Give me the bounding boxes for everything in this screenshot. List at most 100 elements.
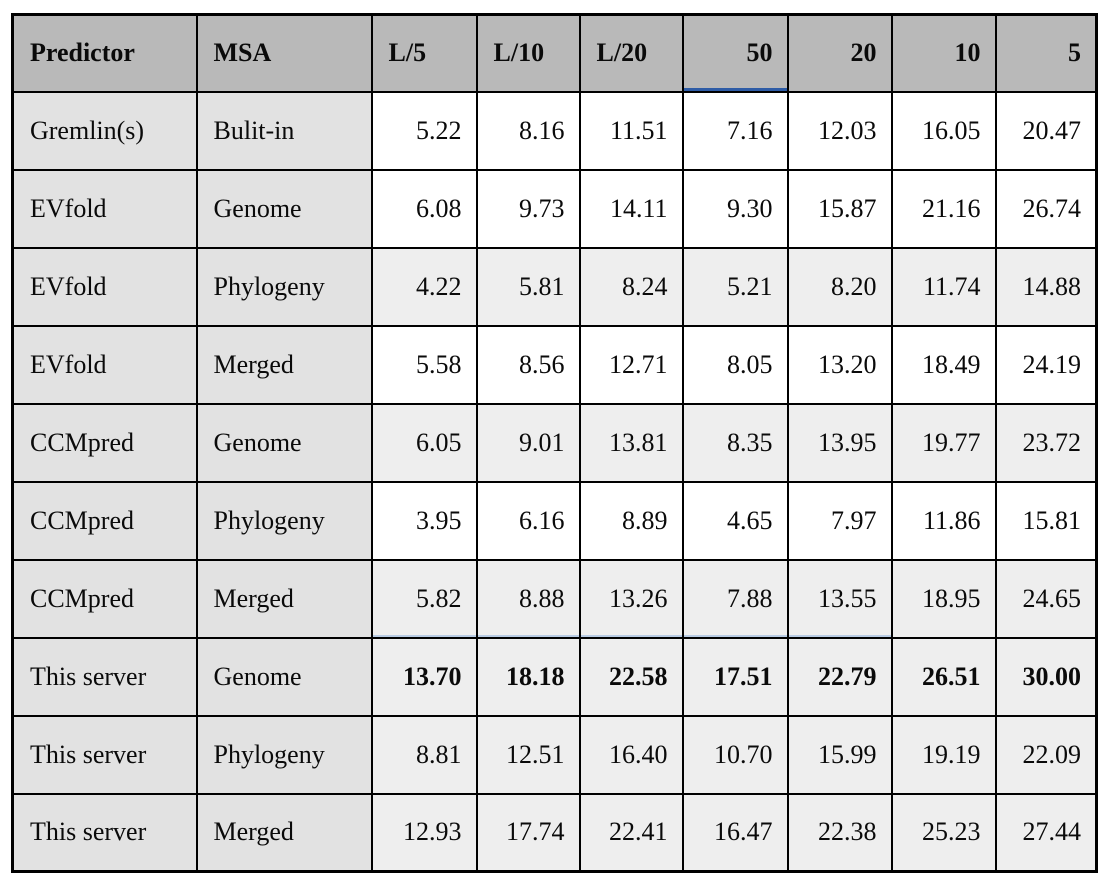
value-cell-l20: 12.71 <box>578 324 684 405</box>
predictor-cell: EVfold <box>11 168 198 249</box>
table-head: Predictor MSA L/5 L/10 L/20 50 20 10 5 <box>11 13 1098 93</box>
value-cell-10: 16.05 <box>890 90 997 171</box>
value-cell-l5: 8.81 <box>370 714 478 795</box>
table-row-gremlins-bulitin: Gremlin(s) Bulit-in 5.22 8.16 11.51 7.16 12.03… <box>11 90 1098 171</box>
msa-cell: Merged <box>195 792 373 873</box>
value-cell-l5: 5.22 <box>370 90 478 171</box>
value-cell-20: 7.97 <box>786 480 893 561</box>
value-cell-50: 7.88 <box>681 558 789 639</box>
value-cell-l5: 12.93 <box>370 792 478 873</box>
predictor-cell: EVfold <box>11 246 198 327</box>
value-cell-l20: 11.51 <box>578 90 684 171</box>
value-cell-l10: 12.51 <box>475 714 581 795</box>
value-cell-50: 16.47 <box>681 792 789 873</box>
value-cell-l10: 9.73 <box>475 168 581 249</box>
table-row-ccmpred-genome: CCMpred Genome 6.05 9.01 13.81 8.35 13.95 19.77… <box>11 402 1098 483</box>
value-cell-5: 27.44 <box>994 792 1098 873</box>
column-header-msa: MSA <box>195 13 373 93</box>
value-cell-l5: 5.82 <box>370 558 478 639</box>
value-cell-l10: 17.74 <box>475 792 581 873</box>
table-row-evfold-phylogeny: EVfold Phylogeny 4.22 5.81 8.24 5.21 8.20 11.74… <box>11 246 1098 327</box>
value-cell-5: 24.65 <box>994 558 1098 639</box>
value-cell-5: 26.74 <box>994 168 1098 249</box>
value-cell-20: 15.87 <box>786 168 893 249</box>
msa-cell: Merged <box>195 558 373 639</box>
value-cell-l10: 9.01 <box>475 402 581 483</box>
value-cell-10: 21.16 <box>890 168 997 249</box>
value-cell-10: 25.23 <box>890 792 997 873</box>
value-cell-l10: 5.81 <box>475 246 581 327</box>
msa-cell: Merged <box>195 324 373 405</box>
value-cell-5: 20.47 <box>994 90 1098 171</box>
msa-cell: Phylogeny <box>195 246 373 327</box>
value-cell-l20: 13.26 <box>578 558 684 639</box>
predictor-cell: This server <box>11 636 198 717</box>
value-cell-5: 15.81 <box>994 480 1098 561</box>
column-header-20: 20 <box>786 13 893 93</box>
msa-cell: Genome <box>195 402 373 483</box>
column-header-predictor: Predictor <box>11 13 198 93</box>
value-cell-l20: 22.41 <box>578 792 684 873</box>
value-cell-20: 13.95 <box>786 402 893 483</box>
value-cell-20: 15.99 <box>786 714 893 795</box>
value-cell-l10: 8.88 <box>475 558 581 639</box>
value-cell-5: 23.72 <box>994 402 1098 483</box>
msa-cell: Phylogeny <box>195 480 373 561</box>
column-header-10: 10 <box>890 13 997 93</box>
value-cell-20: 22.38 <box>786 792 893 873</box>
value-cell-5: 22.09 <box>994 714 1098 795</box>
table-row-thisserver-genome: This server Genome 13.70 18.18 22.58 17.51 22.… <box>11 636 1098 717</box>
value-cell-l20: 13.81 <box>578 402 684 483</box>
predictor-cell: Gremlin(s) <box>11 90 198 171</box>
column-header-l20: L/20 <box>578 13 684 93</box>
value-cell-5: 24.19 <box>994 324 1098 405</box>
value-cell-50: 4.65 <box>681 480 789 561</box>
value-cell-50: 8.35 <box>681 402 789 483</box>
msa-cell: Bulit-in <box>195 90 373 171</box>
predictor-cell: EVfold <box>11 324 198 405</box>
value-cell-20: 13.55 <box>786 558 893 639</box>
predictor-cell: This server <box>11 792 198 873</box>
value-cell-l20: 8.24 <box>578 246 684 327</box>
table-row-thisserver-merged: This server Merged 12.93 17.74 22.41 16.47 22.… <box>11 792 1098 873</box>
value-cell-10: 18.49 <box>890 324 997 405</box>
value-cell-10: 11.74 <box>890 246 997 327</box>
results-table: Predictor MSA L/5 L/10 L/20 50 20 10 5 Gremlin(s… <box>11 13 1098 873</box>
table-row-evfold-merged: EVfold Merged 5.58 8.56 12.71 8.05 13.20 18.49 2… <box>11 324 1098 405</box>
value-cell-l20: 8.89 <box>578 480 684 561</box>
value-cell-l10: 6.16 <box>475 480 581 561</box>
predictor-cell: This server <box>11 714 198 795</box>
value-cell-5: 30.00 <box>994 636 1098 717</box>
value-cell-50: 5.21 <box>681 246 789 327</box>
value-cell-l10: 18.18 <box>475 636 581 717</box>
value-cell-50: 17.51 <box>681 636 789 717</box>
msa-cell: Genome <box>195 168 373 249</box>
value-cell-10: 19.19 <box>890 714 997 795</box>
value-cell-l5: 6.08 <box>370 168 478 249</box>
table-row-thisserver-phylogeny: This server Phylogeny 8.81 12.51 16.40 10.70 1… <box>11 714 1098 795</box>
predictor-cell: CCMpred <box>11 480 198 561</box>
value-cell-10: 19.77 <box>890 402 997 483</box>
column-header-50: 50 <box>681 13 789 93</box>
value-cell-l5: 6.05 <box>370 402 478 483</box>
value-cell-50: 9.30 <box>681 168 789 249</box>
value-cell-l5: 13.70 <box>370 636 478 717</box>
column-header-l5: L/5 <box>370 13 478 93</box>
value-cell-10: 18.95 <box>890 558 997 639</box>
column-header-5: 5 <box>994 13 1098 93</box>
value-cell-20: 12.03 <box>786 90 893 171</box>
value-cell-l20: 14.11 <box>578 168 684 249</box>
value-cell-l20: 22.58 <box>578 636 684 717</box>
value-cell-50: 7.16 <box>681 90 789 171</box>
value-cell-l10: 8.16 <box>475 90 581 171</box>
table-row-evfold-genome: EVfold Genome 6.08 9.73 14.11 9.30 15.87 21.16 2… <box>11 168 1098 249</box>
value-cell-l5: 3.95 <box>370 480 478 561</box>
table-body: Gremlin(s) Bulit-in 5.22 8.16 11.51 7.16 12.03… <box>11 90 1098 873</box>
value-cell-10: 26.51 <box>890 636 997 717</box>
value-cell-10: 11.86 <box>890 480 997 561</box>
msa-cell: Genome <box>195 636 373 717</box>
value-cell-50: 8.05 <box>681 324 789 405</box>
value-cell-l5: 5.58 <box>370 324 478 405</box>
predictor-cell: CCMpred <box>11 558 198 639</box>
